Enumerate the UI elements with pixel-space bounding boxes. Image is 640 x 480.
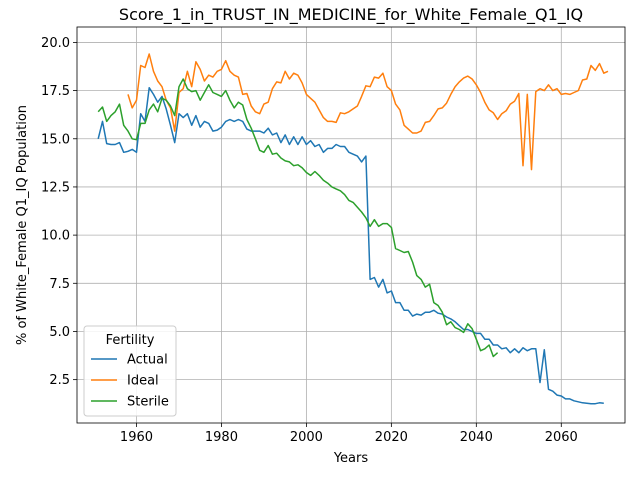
legend-label-actual: Actual xyxy=(127,353,168,368)
y-tick-label: 2.5 xyxy=(49,373,70,388)
legend-label-sterile: Sterile xyxy=(127,395,169,410)
x-tick-label: 1980 xyxy=(205,430,238,445)
x-tick-label: 2020 xyxy=(375,430,408,445)
series-line-ideal xyxy=(127,53,609,171)
legend: Fertility Actual Ideal Sterile xyxy=(83,325,177,417)
legend-entries: Actual Ideal Sterile xyxy=(91,353,169,410)
legend-label-ideal: Ideal xyxy=(127,374,159,389)
x-axis-label: Years xyxy=(333,451,369,466)
y-tick-label: 17.5 xyxy=(41,84,70,99)
y-tick-label: 10.0 xyxy=(41,229,70,244)
y-axis-label: % of White_Female Q1_IQ Population xyxy=(15,105,30,345)
legend-title: Fertility xyxy=(106,333,155,348)
chart-title: Score_1_in_TRUST_IN_MEDICINE_for_White_F… xyxy=(119,5,583,25)
series-line-actual xyxy=(97,86,604,405)
x-tick-label: 2060 xyxy=(545,430,578,445)
plot-frame xyxy=(76,26,626,424)
y-tick-label: 5.0 xyxy=(49,325,70,340)
legend-box xyxy=(83,325,177,417)
axis-ticks: 1960 1980 2000 2020 2040 2060 2.5 5.0 7.5 10.0 12.… xyxy=(41,36,578,445)
y-tick-label: 7.5 xyxy=(49,277,70,292)
series-line-sterile xyxy=(97,78,499,358)
x-tick-label: 2040 xyxy=(460,430,493,445)
y-tick-label: 20.0 xyxy=(41,36,70,51)
series-lines xyxy=(97,53,609,405)
y-tick-label: 15.0 xyxy=(41,132,70,147)
x-tick-label: 1960 xyxy=(120,430,153,445)
y-tick-label: 12.5 xyxy=(41,180,70,195)
x-tick-label: 2000 xyxy=(290,430,323,445)
